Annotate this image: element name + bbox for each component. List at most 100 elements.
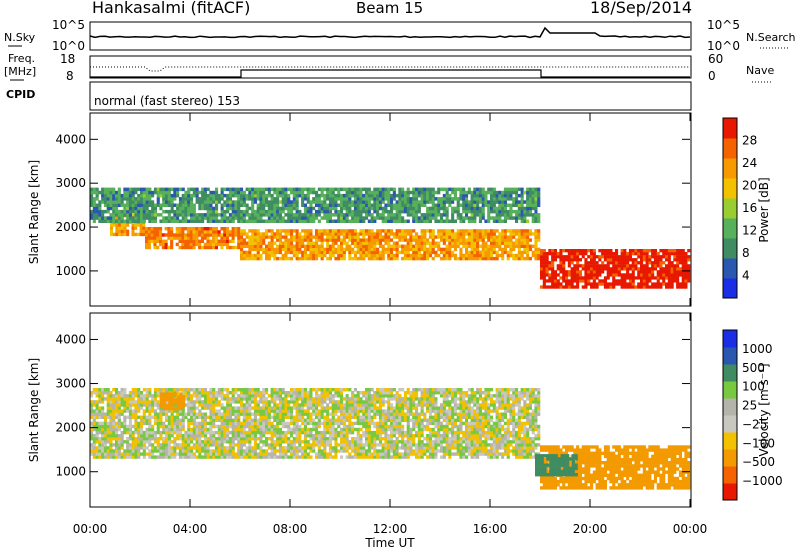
heatmap-cell: [409, 203, 413, 207]
heatmap-cell: [195, 388, 199, 392]
heatmap-cell: [200, 227, 204, 231]
heatmap-cell: [409, 232, 413, 236]
heatmap-cell: [270, 241, 274, 245]
heatmap-cell: [120, 394, 124, 398]
heatmap-cell: [101, 434, 105, 438]
heatmap-cell: [395, 200, 399, 204]
heatmap-cell: [417, 253, 421, 258]
heatmap-cell: [606, 264, 610, 268]
heatmap-cell: [426, 219, 430, 223]
heatmap-cell: [284, 238, 288, 242]
heatmap-cell: [451, 190, 455, 195]
heatmap-cell: [384, 190, 388, 195]
heatmap-cell: [401, 187, 405, 192]
heatmap-cell: [192, 213, 196, 217]
heatmap-cell: [226, 219, 230, 223]
heatmap-cell: [628, 249, 632, 253]
heatmap-cell: [145, 440, 149, 444]
heatmap-cell: [117, 427, 121, 432]
heatmap-cell: [428, 216, 432, 220]
heatmap-cell: [212, 239, 216, 243]
heatmap-cell: [109, 400, 113, 404]
heatmap-cell: [665, 285, 669, 289]
heatmap-cell: [301, 415, 305, 419]
heatmap-cell: [584, 258, 588, 262]
heatmap-cell: [195, 437, 199, 441]
heatmap-cell: [342, 256, 346, 261]
heatmap-cell: [670, 261, 674, 265]
heatmap-cell: [142, 223, 146, 227]
heatmap-cell: [603, 264, 607, 268]
heatmap-cell: [315, 235, 319, 239]
heatmap-cell: [581, 285, 585, 289]
heatmap-cell: [490, 193, 494, 198]
heatmap-cell: [403, 203, 407, 207]
heatmap-cell: [334, 209, 338, 214]
heatmap-cell: [190, 434, 194, 438]
heatmap-cell: [648, 270, 652, 274]
heatmap-cell: [284, 229, 288, 233]
heatmap-cell: [137, 440, 141, 444]
heatmap-cell: [253, 443, 257, 447]
heatmap-cell: [606, 276, 610, 280]
heatmap-cell: [342, 235, 346, 239]
heatmap-cell: [115, 397, 119, 401]
heatmap-cell: [118, 232, 122, 237]
heatmap-cell: [214, 245, 218, 250]
heatmap-cell: [292, 235, 296, 239]
heatmap-cell: [251, 190, 255, 195]
heatmap-cell: [478, 187, 482, 192]
heatmap-cell: [570, 285, 574, 289]
heatmap-cell: [423, 235, 427, 239]
heatmap-cell: [640, 264, 644, 268]
heatmap-cell: [323, 203, 327, 207]
heatmap-cell: [428, 244, 432, 248]
heatmap-cell: [267, 193, 271, 198]
heatmap-cell: [98, 446, 102, 450]
heatmap-cell: [506, 241, 510, 245]
heatmap-cell: [262, 409, 266, 413]
heatmap-cell: [178, 219, 182, 223]
heatmap-cell: [623, 249, 627, 253]
heatmap-cell: [559, 270, 563, 274]
heatmap-cell: [120, 430, 124, 435]
heatmap-cell: [192, 430, 196, 435]
heatmap-cell: [387, 232, 391, 236]
heatmap-cell: [234, 409, 238, 413]
heatmap-cell: [120, 200, 124, 204]
heatmap-cell: [176, 443, 180, 447]
heatmap-cell: [173, 452, 177, 456]
heatmap-cell: [415, 203, 419, 207]
heatmap-cell: [545, 270, 549, 274]
heatmap-cell: [159, 415, 163, 419]
heatmap-cell: [198, 230, 202, 234]
heatmap-cell: [415, 197, 419, 201]
heatmap-cell: [576, 258, 580, 262]
heatmap-cell: [320, 203, 324, 207]
heatmap-cell: [295, 206, 299, 211]
heatmap-cell: [556, 285, 560, 289]
heatmap-cell: [170, 424, 174, 429]
heatmap-cell: [373, 244, 377, 248]
heatmap-cell: [595, 273, 599, 277]
heatmap-cell: [673, 252, 677, 256]
heatmap-cell: [231, 437, 235, 441]
heatmap-cell: [303, 213, 307, 217]
heatmap-cell: [220, 415, 224, 419]
heatmap-cell: [609, 249, 613, 253]
heatmap-cell: [215, 409, 219, 413]
heatmap-cell: [281, 187, 285, 192]
heatmap-cell: [248, 421, 252, 426]
heatmap-cell: [184, 213, 188, 217]
heatmap-cell: [265, 229, 269, 233]
heatmap-cell: [245, 415, 249, 419]
heatmap-cell: [612, 255, 616, 259]
heatmap-cell: [190, 193, 194, 198]
heatmap-cell: [445, 235, 449, 239]
heatmap-cell: [303, 197, 307, 201]
heatmap-cell: [120, 403, 124, 407]
heatmap-cell: [101, 440, 105, 444]
heatmap-cell: [226, 391, 230, 395]
heatmap-cell: [390, 187, 394, 192]
heatmap-cell: [342, 206, 346, 211]
